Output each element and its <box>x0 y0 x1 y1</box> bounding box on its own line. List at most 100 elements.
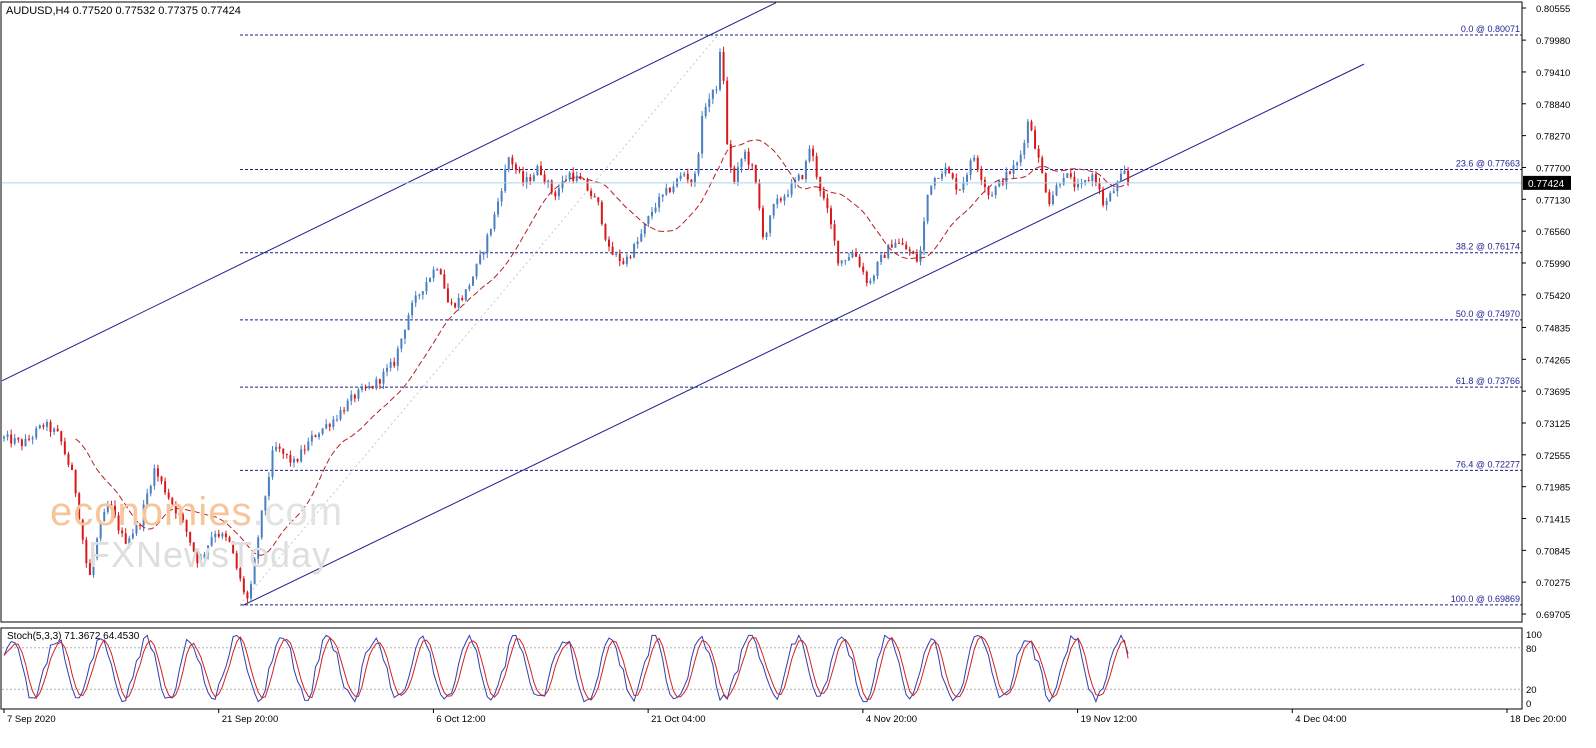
candle-body <box>958 189 961 191</box>
candle-body <box>214 533 217 538</box>
candle-body <box>923 221 926 251</box>
candle-body <box>353 394 356 399</box>
candle-body <box>267 477 270 497</box>
candle <box>314 434 317 438</box>
candle <box>457 293 460 311</box>
candle-body <box>962 181 965 191</box>
candle <box>253 557 256 585</box>
candle <box>504 164 507 194</box>
candle-body <box>654 207 657 212</box>
channel-lower-line <box>242 63 1365 606</box>
candle <box>525 171 528 189</box>
candle-body <box>855 252 858 257</box>
candle-body <box>582 179 585 181</box>
candle-body <box>597 197 600 203</box>
candle-body <box>174 504 177 514</box>
candle <box>393 357 396 368</box>
candle-body <box>643 223 646 234</box>
candle-body <box>543 174 546 183</box>
candle <box>346 398 349 412</box>
candle-body <box>1037 148 1040 158</box>
candle-body <box>547 180 550 183</box>
candle <box>575 171 578 184</box>
candle <box>42 423 45 430</box>
price-axis[interactable]: 0.80555 0.79980 0.79410 0.78840 0.78270 0.777… <box>1522 4 1571 621</box>
candle-body <box>185 520 188 532</box>
candle <box>543 170 546 185</box>
candle-body <box>328 424 331 427</box>
candle <box>375 376 378 391</box>
candle-body <box>901 242 904 245</box>
candle <box>829 205 832 230</box>
candle <box>3 435 5 442</box>
candle-body <box>1105 200 1108 206</box>
candle-body <box>829 208 832 225</box>
candle <box>1030 119 1033 132</box>
candle <box>164 477 167 495</box>
candle <box>540 161 542 176</box>
candle <box>1091 172 1094 187</box>
candle <box>156 464 159 482</box>
candle <box>1008 170 1011 175</box>
candle <box>1026 119 1029 149</box>
candle <box>339 406 342 422</box>
candle-body <box>1109 193 1112 201</box>
candle <box>905 241 908 250</box>
candle-body <box>636 241 639 244</box>
time-axis[interactable]: 7 Sep 2020 21 Sep 20:00 6 Oct 12:00 21 Oct … <box>3 709 1596 725</box>
candle <box>28 434 31 442</box>
candle <box>185 519 188 537</box>
candle-body <box>282 448 285 454</box>
candle-body <box>815 156 818 177</box>
candle-body <box>375 379 378 389</box>
candle-body <box>67 453 70 465</box>
price-tick-label-0: 0.80555 <box>1536 4 1570 15</box>
candle-body <box>13 438 16 444</box>
candle <box>923 217 926 256</box>
candle <box>708 93 711 113</box>
candle-body <box>693 173 696 183</box>
candle <box>554 190 557 201</box>
candle <box>350 390 353 406</box>
candle <box>63 437 66 456</box>
candle <box>182 512 184 523</box>
candle-body <box>915 253 918 262</box>
candle <box>937 177 940 180</box>
candle-body <box>658 196 661 208</box>
candle <box>765 231 768 241</box>
candle <box>650 206 653 220</box>
candle-body <box>28 438 31 440</box>
candle-body <box>443 274 446 289</box>
fib-label-1: 23.6 @ 0.77663 <box>1456 159 1520 169</box>
candle-body <box>1087 180 1090 182</box>
candle <box>890 239 893 248</box>
candle-body <box>178 513 181 515</box>
candle-body <box>454 303 457 308</box>
candle-body <box>525 177 528 184</box>
candle <box>815 152 818 180</box>
candle-body <box>325 424 328 429</box>
candle-body <box>38 425 41 429</box>
candle <box>582 178 585 181</box>
price-tick-label-16: 0.71415 <box>1536 514 1570 525</box>
candle-body <box>17 438 20 440</box>
candle-body <box>96 538 99 558</box>
candle <box>49 419 52 437</box>
price-tick-label-6: 0.77130 <box>1536 195 1570 206</box>
candle <box>471 276 474 286</box>
candle <box>285 453 288 459</box>
candle <box>855 248 858 257</box>
candle-body <box>840 260 843 264</box>
candle <box>479 250 482 265</box>
candle <box>235 550 238 571</box>
time-tick-label-3: 21 Oct 04:00 <box>651 714 705 725</box>
candle-body <box>436 269 439 271</box>
candle <box>242 576 245 595</box>
candle-body <box>407 315 410 330</box>
candle-body <box>966 174 969 182</box>
candle <box>643 223 646 238</box>
candle-body <box>1091 174 1094 182</box>
candle <box>615 251 618 258</box>
